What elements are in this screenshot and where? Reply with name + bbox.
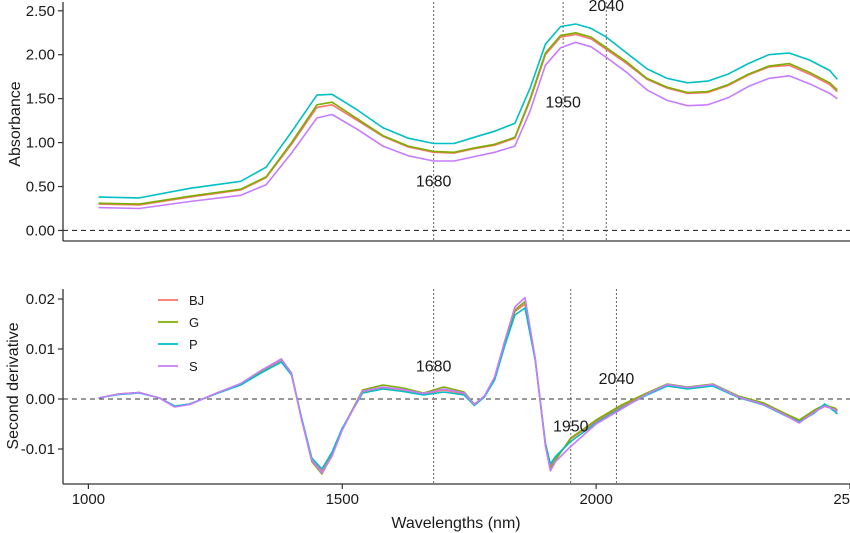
wavelength-annotation: 1680 <box>416 174 452 191</box>
absorbance-panel: 1680 1950 2040 0.00 0.50 1.00 1.50 2.00 2.50 Ab… <box>7 0 850 242</box>
legend-label: S <box>189 359 198 374</box>
wavelength-annotation: 1950 <box>553 419 589 436</box>
second-derivative-panel: 1680 1950 2040 -0.01 0.00 0.01 0.02 1000 1500 2… <box>5 289 850 532</box>
series-line-p <box>98 23 838 199</box>
series-line-s <box>98 41 838 210</box>
y-tick-label: 0.02 <box>26 291 55 308</box>
x-tick-label: 1000 <box>72 491 105 508</box>
series-line-g <box>98 31 838 205</box>
x-tick-label: 2000 <box>579 491 612 508</box>
x-axis-title: Wavelengths (nm) <box>391 515 520 532</box>
series-line-bj <box>98 303 838 473</box>
wavelength-annotation: 1680 <box>416 359 452 376</box>
y-tick-label: 0.01 <box>26 341 55 358</box>
y-tick-label: -0.01 <box>21 441 55 458</box>
legend: BJ GPS <box>158 293 204 374</box>
x-tick-label: 2500 <box>833 491 850 508</box>
legend-label: P <box>189 337 198 352</box>
wavelength-annotation: 2040 <box>588 0 624 15</box>
y-tick-label: 1.00 <box>26 135 55 152</box>
y-tick-label: 0.00 <box>26 222 55 239</box>
legend-label: BJ <box>189 293 204 308</box>
series-line-g <box>98 300 838 475</box>
y-tick-label: 2.50 <box>26 3 55 20</box>
series-line-bj <box>98 33 838 206</box>
y-tick-label: 1.50 <box>26 91 55 108</box>
y-tick-label: 2.00 <box>26 47 55 64</box>
y-tick-label: 0.00 <box>26 391 55 408</box>
y-tick-label: 0.50 <box>26 179 55 196</box>
x-tick-label: 1500 <box>326 491 359 508</box>
series-line-s <box>98 296 838 474</box>
wavelength-annotation: 2040 <box>599 371 635 388</box>
y-axis-title: Second derivative <box>5 322 22 449</box>
series-line-p <box>98 307 838 470</box>
legend-label: G <box>189 315 199 330</box>
y-axis-title: Absorbance <box>7 81 24 166</box>
wavelength-annotation: 1950 <box>545 94 581 111</box>
